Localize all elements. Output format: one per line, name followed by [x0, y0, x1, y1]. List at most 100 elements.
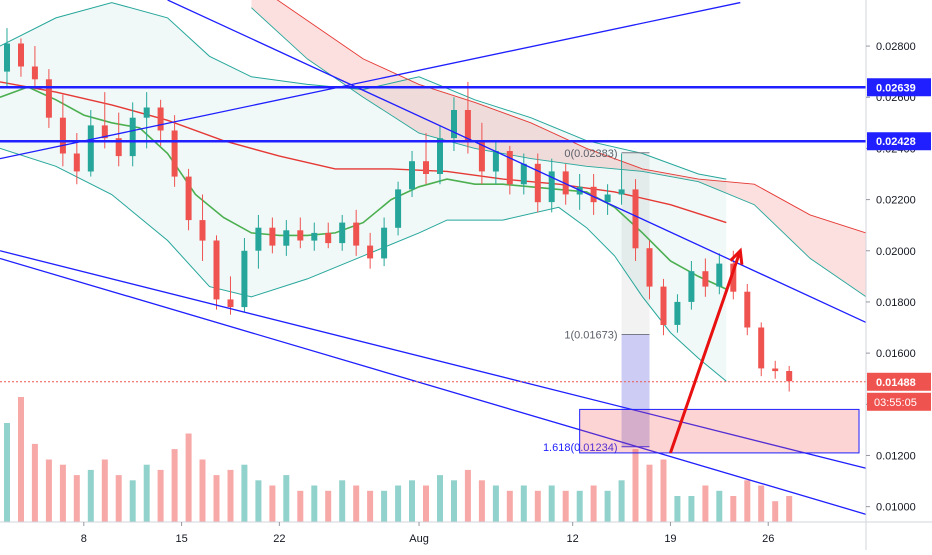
candle-body	[101, 125, 108, 139]
volume-bar	[437, 475, 443, 522]
volume-bar	[632, 449, 639, 522]
volume-bar	[492, 485, 499, 522]
volume-bar	[576, 490, 583, 523]
candle-body	[31, 66, 38, 80]
candle-body	[283, 230, 290, 246]
price-badge-label: 0.02639	[876, 82, 916, 94]
price-tick-label: 0.01200	[876, 450, 916, 462]
target-zone-box[interactable]	[579, 408, 860, 454]
candle-body	[381, 227, 388, 259]
volume-layer	[4, 397, 793, 523]
fib-level-label: 0(0.02383)	[564, 148, 617, 160]
candle-body	[311, 232, 318, 241]
trend-line[interactable]	[0, 257, 867, 515]
price-tick-label: 0.02000	[876, 246, 916, 258]
trend-line[interactable]	[167, 0, 867, 324]
candle-body	[255, 227, 262, 251]
cloud-top-line	[276, 0, 867, 234]
candle-body	[171, 130, 178, 177]
candle-body	[590, 186, 597, 203]
bollinger-band-fill	[0, 2, 727, 382]
time-tick-label: 8	[81, 533, 87, 545]
volume-bar	[520, 485, 527, 522]
candle-body	[269, 227, 276, 246]
volume-bar	[353, 485, 360, 522]
volume-bar	[185, 433, 192, 522]
volume-bar	[506, 490, 513, 523]
candle-body	[18, 43, 24, 67]
volume-bar	[325, 490, 332, 523]
volume-bar	[786, 496, 793, 522]
price-badge-label: 0.02428	[876, 136, 916, 148]
volume-bar	[590, 485, 597, 522]
price-badge[interactable]	[867, 132, 931, 151]
volume-bar	[255, 480, 262, 522]
cloud-bottom-line	[251, 7, 867, 298]
candle-body	[688, 271, 695, 302]
candle-body	[758, 327, 765, 369]
candle-body	[451, 110, 457, 139]
candle-body	[562, 171, 569, 195]
candle-body	[199, 220, 206, 241]
price-tick-label: 0.02200	[876, 195, 916, 207]
volume-bar	[171, 449, 178, 522]
volume-bar	[18, 397, 24, 522]
volume-bar	[604, 490, 611, 523]
candle-body	[45, 79, 52, 118]
candle-body	[213, 240, 220, 300]
price-badge[interactable]	[867, 372, 931, 391]
volume-bar	[730, 496, 737, 522]
volume-bar	[269, 485, 276, 522]
volume-bar	[409, 480, 415, 522]
candle-body	[786, 371, 793, 382]
candle-body	[772, 368, 779, 372]
fib-extension-fill	[621, 334, 650, 447]
projection-arrow-head[interactable]	[729, 247, 744, 265]
volume-bar	[45, 459, 52, 522]
volume-bar	[73, 475, 80, 522]
volume-bar	[199, 459, 206, 522]
volume-bar	[213, 475, 220, 522]
countdown-badge	[867, 392, 931, 411]
candle-body	[409, 161, 415, 190]
volume-bar	[311, 485, 318, 522]
price-badge[interactable]	[867, 78, 931, 97]
candle-body	[618, 189, 625, 195]
candle-body	[353, 222, 360, 246]
candle-body	[716, 263, 723, 287]
cloud-fill	[251, 0, 866, 297]
time-tick-label: 15	[175, 533, 187, 545]
candle-body	[87, 125, 94, 172]
candle-body	[129, 117, 136, 157]
projection-arrow-line[interactable]	[669, 250, 742, 454]
candle-body	[660, 286, 667, 325]
candle-body	[520, 163, 527, 185]
volume-bar	[283, 475, 290, 522]
candle-body	[143, 107, 150, 118]
drawings-layer[interactable]: 0(0.02383) 1(0.01673) 1.618(0.01234)	[0, 0, 867, 515]
volume-bar	[87, 469, 94, 522]
volume-bar	[101, 459, 108, 522]
trend-line[interactable]	[0, 250, 867, 469]
candle-body	[4, 43, 10, 72]
volume-bar	[772, 501, 779, 522]
volume-bar	[660, 459, 667, 522]
volume-bar	[451, 480, 457, 522]
trend-line[interactable]	[0, 1, 741, 160]
time-tick-label: Aug	[409, 533, 429, 545]
volume-bar	[548, 485, 555, 522]
candle-body	[730, 263, 737, 292]
time-tick-label: 26	[762, 533, 774, 545]
volume-bar	[688, 496, 695, 522]
price-tick-label: 0.02800	[876, 41, 916, 53]
candle-body	[157, 107, 164, 131]
volume-bar	[381, 490, 388, 523]
volume-bar	[143, 464, 150, 522]
volume-bar	[478, 480, 485, 522]
volume-bar	[339, 480, 346, 522]
volume-bar	[59, 464, 66, 522]
volume-bar	[297, 490, 304, 523]
